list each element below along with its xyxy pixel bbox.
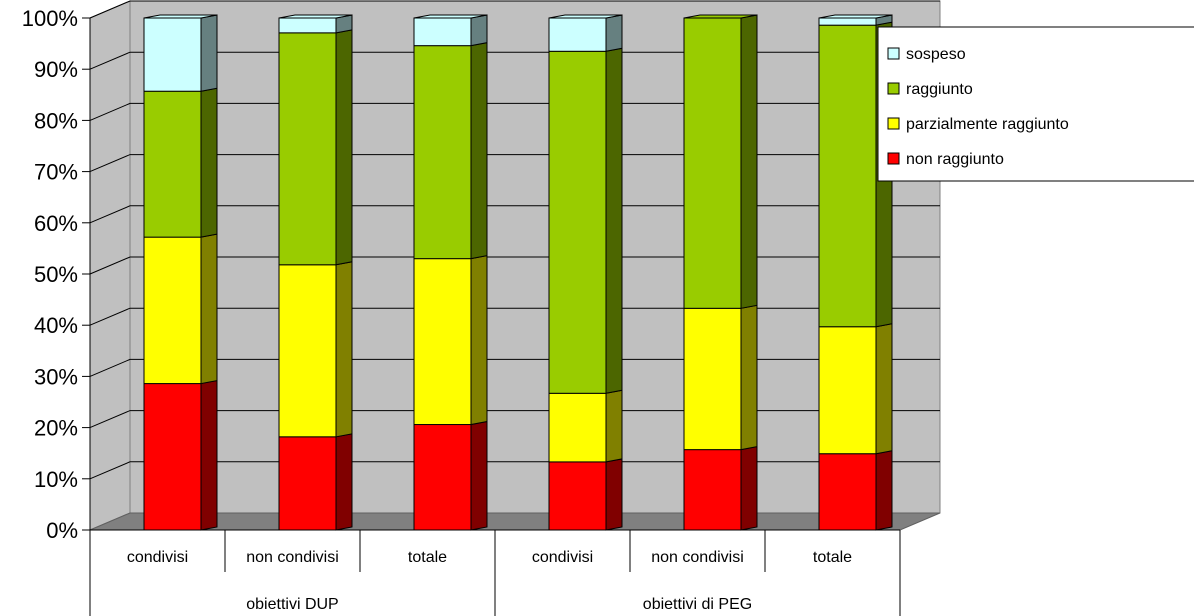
gridline — [89, 358, 940, 377]
legend: sospeso raggiunto parzialmente raggiunto no… — [877, 26, 1194, 182]
bar-side-non-raggiunto — [875, 450, 893, 531]
bar-segment-raggiunto — [683, 17, 742, 309]
bar-side-parzialmente-raggiunto — [335, 261, 353, 438]
y-tick-label: 90% — [34, 57, 78, 82]
bar-segment-raggiunto — [548, 50, 607, 394]
x-tick-label: condivisi — [127, 549, 188, 566]
bar-segment-parzialmente-raggiunto — [278, 264, 337, 438]
gridline — [89, 256, 940, 275]
legend-box — [877, 26, 1194, 182]
bar-side-parzialmente-raggiunto — [470, 255, 488, 426]
x-tick-label: totale — [813, 549, 852, 566]
gridline — [89, 0, 940, 19]
gridline — [89, 205, 940, 224]
y-tick-label: 30% — [34, 364, 78, 389]
bar-side-non-raggiunto — [740, 446, 758, 531]
x-tick-label: non condivisi — [651, 549, 744, 566]
bar-side-raggiunto — [470, 42, 488, 260]
bar-segment-raggiunto — [818, 24, 877, 328]
bar-segment-sospeso — [818, 17, 877, 26]
bar-side-non-raggiunto — [605, 458, 623, 531]
bar-segment-parzialmente-raggiunto — [548, 392, 607, 463]
legend-label: parzialmente raggiunto — [906, 116, 1069, 133]
bar-segment-parzialmente-raggiunto — [143, 236, 202, 385]
legend-label: raggiunto — [906, 81, 973, 98]
bar-side-raggiunto — [605, 47, 623, 394]
legend-swatch-parzialmente-raggiunto — [887, 117, 900, 130]
gridline — [89, 461, 940, 480]
bar-side-raggiunto — [200, 87, 218, 238]
legend-label: sospeso — [906, 46, 966, 63]
bar-top — [683, 14, 758, 19]
gridline — [89, 102, 940, 121]
bar-side-parzialmente-raggiunto — [740, 304, 758, 451]
y-tick-label: 10% — [34, 467, 78, 492]
y-axis: 0% 10% 20% 30% 40% 50% 60% 70% 80% 90% 100% — [22, 6, 91, 543]
bar-segment-non-raggiunto — [413, 424, 472, 531]
bar-side-raggiunto — [335, 29, 353, 266]
bars — [143, 14, 893, 531]
bar-side-non-raggiunto — [335, 433, 353, 531]
x-tick-label: condivisi — [532, 549, 593, 566]
bar-segment-raggiunto — [413, 45, 472, 260]
bar-segment-non-raggiunto — [683, 449, 742, 531]
bar-segment-sospeso — [143, 17, 202, 92]
bar-top — [818, 14, 893, 19]
bar-side-raggiunto — [740, 14, 758, 309]
x-axis: condivisi non condivisi totale condivisi non… — [89, 529, 901, 616]
gridlines — [89, 0, 940, 480]
bar-segment-parzialmente-raggiunto — [818, 326, 877, 455]
y-tick-label: 70% — [34, 160, 78, 185]
bar-segment-sospeso — [548, 17, 607, 52]
y-tick-label: 40% — [34, 313, 78, 338]
gridline — [89, 154, 940, 173]
y-tick-label: 80% — [34, 108, 78, 133]
x-group-label: obiettivi DUP — [246, 596, 338, 613]
bar-top — [548, 14, 623, 19]
x-group-label: obiettivi di PEG — [643, 596, 752, 613]
bar-segment-sospeso — [413, 17, 472, 47]
bar-side-sospeso — [470, 14, 488, 47]
bar-side-parzialmente-raggiunto — [200, 233, 218, 385]
bar-side-parzialmente-raggiunto — [875, 323, 893, 455]
bar-segment-raggiunto — [143, 90, 202, 238]
bar-segment-non-raggiunto — [818, 453, 877, 531]
x-tick-label: non condivisi — [246, 549, 339, 566]
bar-segment-raggiunto — [278, 32, 337, 266]
x-tick-label: totale — [408, 549, 447, 566]
gridline — [89, 307, 940, 326]
y-tick-label: 100% — [22, 6, 78, 31]
bar-segment-non-raggiunto — [278, 436, 337, 531]
y-tick-label: 0% — [46, 518, 78, 543]
bar-side-sospeso — [200, 14, 218, 92]
bar-side-sospeso — [605, 14, 623, 52]
bar-top — [413, 14, 488, 19]
bar-segment-non-raggiunto — [143, 383, 202, 531]
bar-segment-sospeso — [278, 17, 337, 34]
bar-side-non-raggiunto — [470, 420, 488, 531]
y-tick-label: 60% — [34, 211, 78, 236]
bar-segment-parzialmente-raggiunto — [683, 307, 742, 451]
bar-top — [143, 14, 218, 19]
bar-segment-non-raggiunto — [548, 461, 607, 531]
legend-label: non raggiunto — [906, 151, 1004, 168]
bar-side-non-raggiunto — [200, 379, 218, 531]
y-tick-label: 50% — [34, 262, 78, 287]
bar-side-parzialmente-raggiunto — [605, 389, 623, 463]
y-tick-label: 20% — [34, 416, 78, 441]
legend-swatch-sospeso — [887, 47, 900, 60]
gridline — [89, 51, 940, 70]
legend-swatch-raggiunto — [887, 82, 900, 95]
legend-swatch-non-raggiunto — [887, 152, 900, 165]
bar-top — [278, 14, 353, 19]
gridline — [89, 410, 940, 429]
bar-segment-parzialmente-raggiunto — [413, 258, 472, 426]
